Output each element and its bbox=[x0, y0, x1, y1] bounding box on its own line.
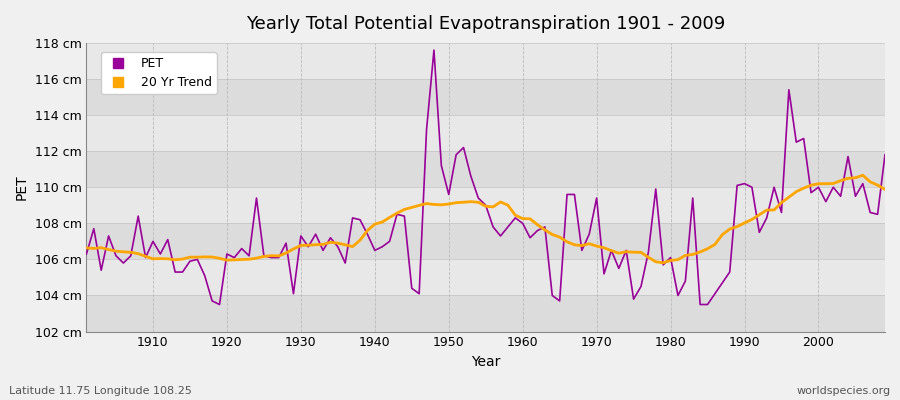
Bar bbox=[86, 43, 885, 79]
Title: Yearly Total Potential Evapotranspiration 1901 - 2009: Yearly Total Potential Evapotranspiratio… bbox=[246, 15, 725, 33]
Bar bbox=[86, 151, 885, 187]
Y-axis label: PET: PET bbox=[15, 174, 29, 200]
Bar bbox=[86, 115, 885, 151]
Text: Latitude 11.75 Longitude 108.25: Latitude 11.75 Longitude 108.25 bbox=[9, 386, 192, 396]
Bar bbox=[86, 296, 885, 332]
Text: worldspecies.org: worldspecies.org bbox=[796, 386, 891, 396]
Bar bbox=[86, 223, 885, 260]
X-axis label: Year: Year bbox=[471, 355, 500, 369]
Bar bbox=[86, 260, 885, 296]
Bar bbox=[86, 187, 885, 223]
Legend: PET, 20 Yr Trend: PET, 20 Yr Trend bbox=[101, 52, 217, 94]
Bar bbox=[86, 79, 885, 115]
